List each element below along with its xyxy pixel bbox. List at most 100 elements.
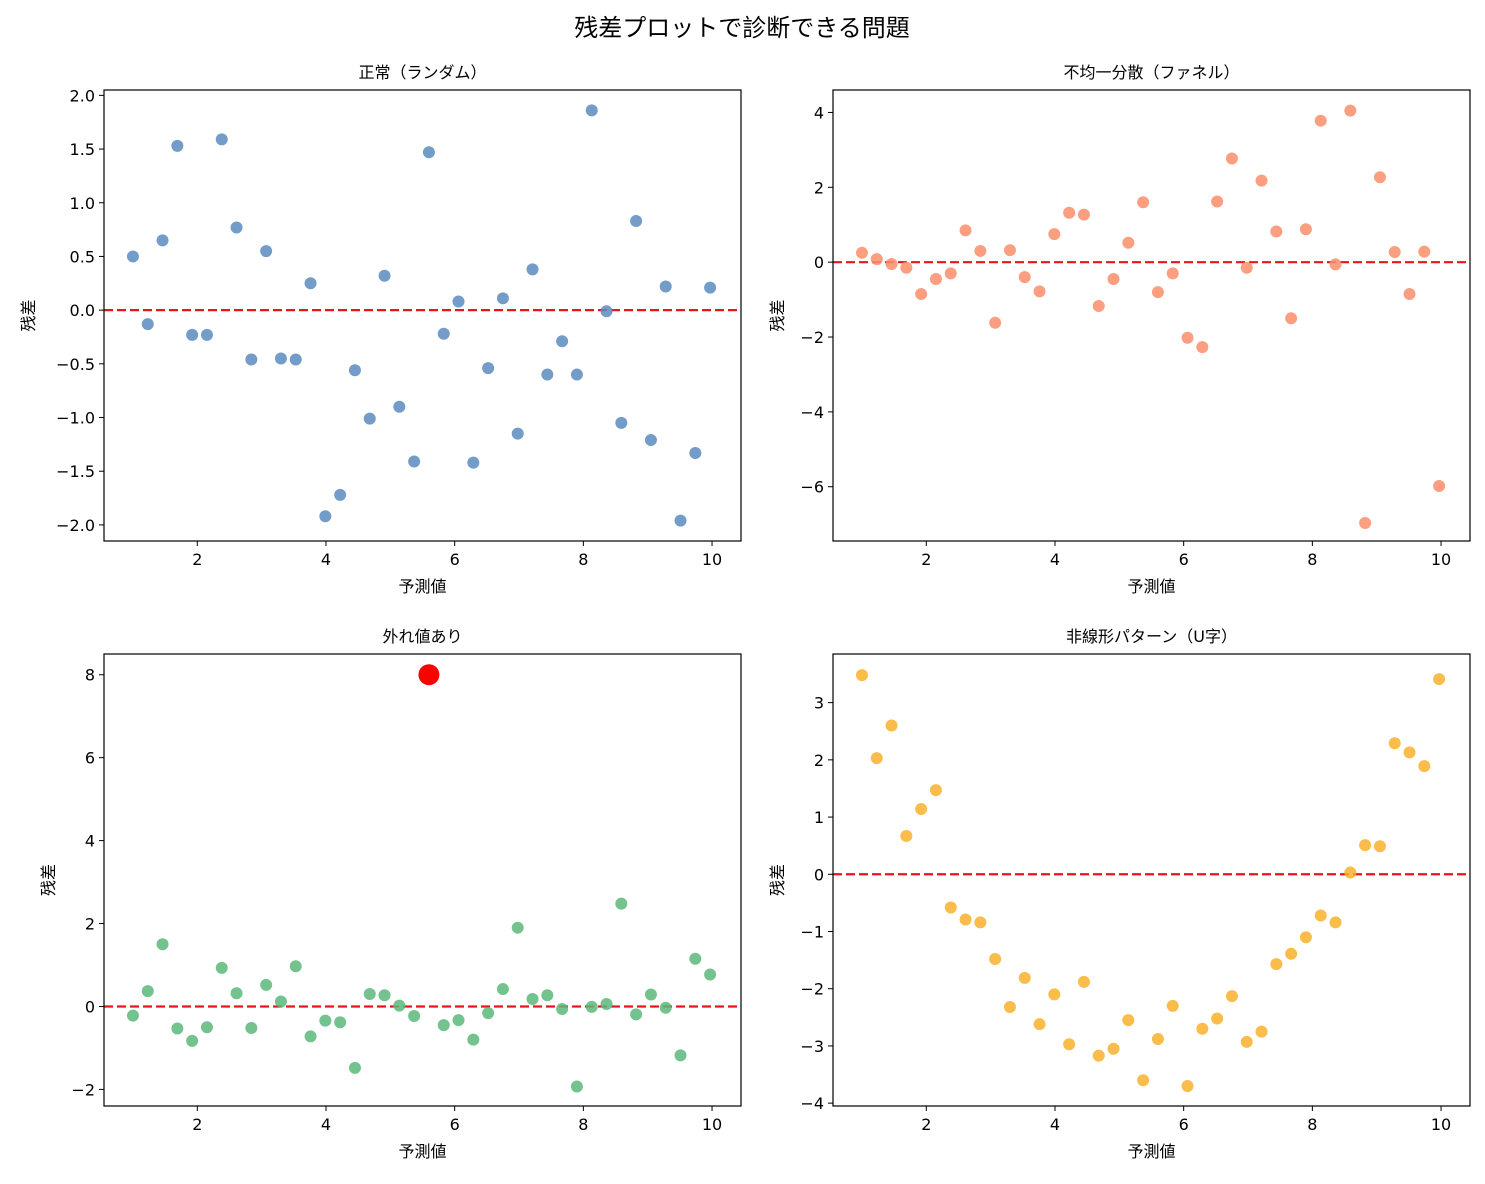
data-point [704, 281, 717, 294]
data-point [929, 273, 942, 286]
x-tick-label: 2 [192, 1115, 202, 1134]
data-point [689, 952, 702, 965]
x-tick-label: 4 [321, 550, 331, 569]
data-point [348, 1061, 361, 1074]
data-point [1403, 287, 1416, 300]
data-point [1211, 195, 1224, 208]
y-tick-label: −2 [800, 328, 824, 347]
data-point [1255, 1025, 1268, 1038]
data-point [1270, 958, 1283, 971]
data-point [1063, 1038, 1076, 1051]
y-tick-label: 2.0 [70, 86, 95, 105]
data-point [704, 968, 717, 981]
x-axis-label: 予測値 [398, 1142, 446, 1161]
data-point [1285, 312, 1298, 325]
data-point [200, 328, 213, 341]
data-point [215, 133, 228, 146]
data-point [1418, 760, 1431, 773]
figure-suptitle: 残差プロットで診断できる問題 [574, 14, 910, 42]
data-point [974, 916, 987, 929]
data-point [1063, 206, 1076, 219]
data-point [467, 456, 480, 469]
data-point [260, 978, 273, 991]
data-point [989, 316, 1002, 329]
chart-panel-4: 非線形パターン（U字） 2 4 6 8 10 −4 −3 −2 −1 0 1 2 3 予測値 残差 [768, 627, 1471, 1161]
data-point [1299, 223, 1312, 236]
data-point [541, 368, 554, 381]
data-point [274, 352, 287, 365]
y-axis-label: 残差 [768, 864, 787, 896]
outlier-point [418, 664, 440, 686]
chart-panel-2: 不均一分散（ファネル） 2 4 6 8 10 −6 −4 −2 0 2 4 予測値 残差 [768, 63, 1471, 596]
x-tick-label: 6 [450, 550, 460, 569]
y-axis-label: 残差 [39, 864, 58, 896]
data-point [929, 784, 942, 797]
data-point [526, 993, 539, 1006]
data-point [511, 921, 524, 934]
x-tick-label: 2 [921, 1115, 931, 1134]
x-tick-label: 8 [1307, 1115, 1317, 1134]
data-point [171, 1022, 184, 1035]
data-point [1225, 152, 1238, 165]
data-point [1240, 261, 1253, 274]
data-point [482, 362, 495, 375]
plot-frame [832, 89, 1471, 542]
data-point [319, 1014, 332, 1027]
data-point [437, 327, 450, 340]
data-point [855, 669, 868, 682]
y-tick-label: 0.0 [70, 301, 95, 320]
data-point [1003, 244, 1016, 257]
x-tick-label: 10 [702, 550, 722, 569]
data-point [171, 139, 184, 152]
data-point [289, 960, 302, 973]
data-point [186, 1034, 199, 1047]
x-tick-label: 8 [1307, 550, 1317, 569]
data-point [1092, 299, 1105, 312]
x-tick-label: 2 [921, 550, 931, 569]
data-point [1077, 975, 1090, 988]
data-point [1373, 171, 1386, 184]
data-point [245, 1022, 258, 1035]
data-point [1359, 839, 1372, 852]
data-point [1196, 341, 1209, 354]
data-point [1344, 104, 1357, 117]
x-tick-label: 6 [450, 1115, 460, 1134]
data-point [944, 901, 957, 914]
data-point [1314, 114, 1327, 127]
x-tick-label: 6 [1179, 550, 1189, 569]
data-point [1018, 971, 1031, 984]
data-point [1373, 840, 1386, 853]
data-point [1122, 1014, 1135, 1027]
y-tick-label: −2 [800, 980, 824, 999]
data-point [1166, 267, 1179, 280]
data-point [126, 250, 139, 263]
data-point [1433, 673, 1446, 686]
data-point [422, 146, 435, 159]
data-point [452, 295, 465, 308]
data-point [974, 244, 987, 257]
y-tick-label: −1.5 [56, 462, 95, 481]
data-point [885, 258, 898, 271]
data-point [1240, 1035, 1253, 1048]
data-point [378, 989, 391, 1002]
data-point [1033, 285, 1046, 298]
data-point [378, 269, 391, 282]
data-point [156, 938, 169, 951]
x-tick-label: 10 [1431, 1115, 1451, 1134]
data-point [1137, 1074, 1150, 1087]
panel-title: 外れ値あり [382, 627, 462, 646]
y-tick-label: −6 [800, 478, 824, 497]
data-point [1225, 990, 1238, 1003]
y-tick-label: 1.5 [70, 140, 95, 159]
x-axis-label: 予測値 [1127, 577, 1175, 596]
x-tick-label: 10 [1431, 550, 1451, 569]
plot-frame [103, 653, 742, 1107]
data-point [1181, 1079, 1194, 1092]
data-point [260, 245, 273, 258]
y-axis-label: 残差 [19, 299, 38, 331]
data-point [870, 752, 883, 765]
data-point [1122, 236, 1135, 249]
data-point [230, 221, 243, 234]
x-tick-label: 4 [1050, 550, 1060, 569]
data-point [1181, 331, 1194, 344]
